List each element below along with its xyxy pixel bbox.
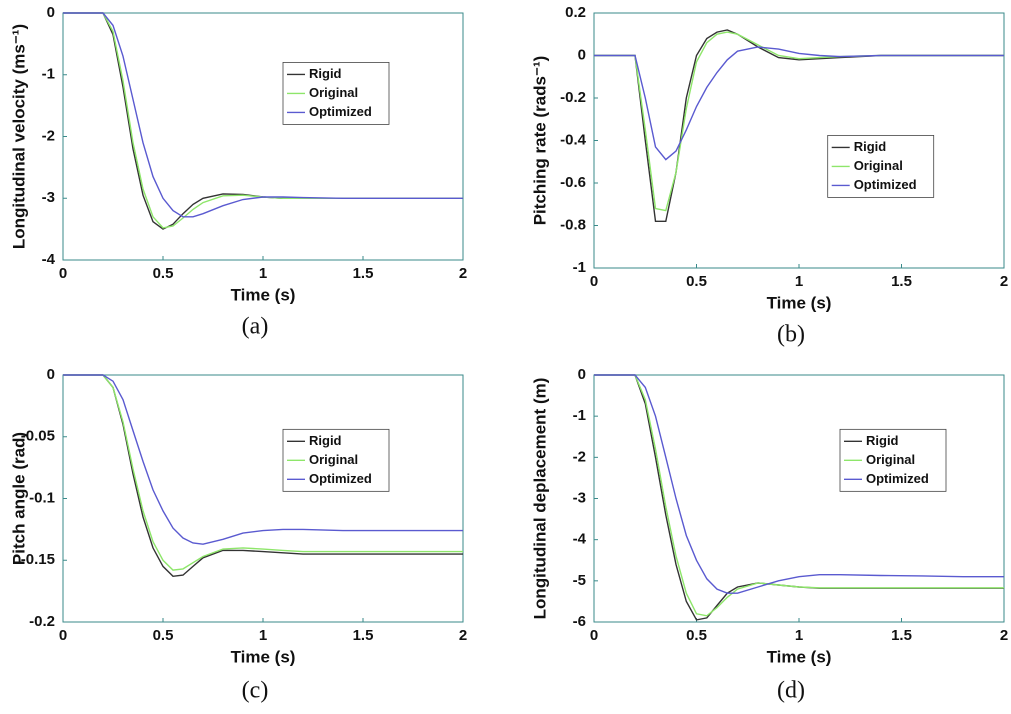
x-tick-label: 0.5 xyxy=(686,627,707,644)
legend-label: Rigid xyxy=(866,433,899,448)
y-tick-label: 0 xyxy=(47,366,55,383)
plot-frame xyxy=(62,374,464,623)
x-tick-label: 2 xyxy=(459,627,467,644)
y-tick-label: -0.8 xyxy=(560,216,586,233)
y-tick-label: 0.2 xyxy=(565,4,586,21)
legend-label: Optimized xyxy=(866,471,929,486)
x-tick-label: 1.5 xyxy=(353,265,374,282)
y-tick-label: -0.6 xyxy=(560,174,586,191)
plot-frame xyxy=(593,12,1005,269)
legend-label: Optimized xyxy=(309,471,372,486)
legend-label: Optimized xyxy=(309,104,372,119)
legend-label: Original xyxy=(309,452,358,467)
caption: (c) xyxy=(242,678,269,704)
y-tick-label: -2 xyxy=(42,127,55,144)
x-tick-label: 0 xyxy=(59,265,67,282)
x-tick-label: 0.5 xyxy=(153,627,174,644)
series-line xyxy=(63,374,463,578)
y-tick-label: -6 xyxy=(573,613,586,630)
x-tick-label: 2 xyxy=(1000,273,1008,290)
legend-label: Rigid xyxy=(309,433,342,448)
legend-label: Optimized xyxy=(854,177,917,192)
y-tick-label: -4 xyxy=(573,531,587,548)
x-tick-label: 1.5 xyxy=(891,627,912,644)
series-line xyxy=(594,374,1004,621)
x-tick-label: 0 xyxy=(590,627,598,644)
legend-label: Original xyxy=(309,85,358,100)
legend-label: Original xyxy=(866,452,915,467)
y-tick-label: -4 xyxy=(42,251,56,268)
y-tick-label: -0.4 xyxy=(560,131,587,148)
y-axis-label: Longitudinal deplacement (m) xyxy=(530,378,549,620)
y-tick-label: -1 xyxy=(573,407,586,424)
y-tick-label: 0 xyxy=(578,366,586,383)
y-tick-label: -1 xyxy=(573,259,586,276)
y-tick-label: -5 xyxy=(573,572,586,589)
series-line xyxy=(594,374,1004,594)
x-tick-label: 0 xyxy=(59,627,67,644)
y-tick-label: -1 xyxy=(42,66,55,83)
x-tick-label: 2 xyxy=(1000,627,1008,644)
x-axis-label: Time (s) xyxy=(231,285,296,304)
y-tick-label: -0.1 xyxy=(29,489,55,506)
series-line xyxy=(594,31,1004,212)
series-line xyxy=(594,374,1004,617)
y-tick-label: -3 xyxy=(573,489,586,506)
y-tick-label: -0.2 xyxy=(29,613,55,630)
legend-label: Original xyxy=(854,158,903,173)
caption: (d) xyxy=(777,678,805,704)
x-tick-label: 1.5 xyxy=(891,273,912,290)
x-tick-label: 2 xyxy=(459,265,467,282)
x-tick-label: 1 xyxy=(259,627,267,644)
series-line xyxy=(594,46,1004,161)
legend-label: Rigid xyxy=(854,139,887,154)
caption: (b) xyxy=(777,322,805,348)
series-line xyxy=(63,12,463,229)
x-axis-label: Time (s) xyxy=(767,293,832,312)
x-axis-label: Time (s) xyxy=(231,647,296,666)
x-tick-label: 0 xyxy=(590,273,598,290)
y-tick-label: -0.2 xyxy=(560,89,586,106)
y-tick-label: 0 xyxy=(47,4,55,21)
y-axis-label: Pitching rate (rads⁻¹) xyxy=(530,56,549,226)
x-tick-label: 0.5 xyxy=(153,265,174,282)
y-tick-label: -2 xyxy=(573,448,586,465)
y-tick-label: 0 xyxy=(578,46,586,63)
y-tick-label: -0.05 xyxy=(21,428,55,445)
x-tick-label: 1.5 xyxy=(353,627,374,644)
plot-frame xyxy=(593,374,1005,623)
x-tick-label: 0.5 xyxy=(686,273,707,290)
x-axis-label: Time (s) xyxy=(767,647,832,666)
x-tick-label: 1 xyxy=(259,265,267,282)
plot-frame xyxy=(62,12,464,261)
x-tick-label: 1 xyxy=(795,627,803,644)
y-axis-label: Longitudinal velocity (ms⁻¹) xyxy=(9,24,28,249)
caption: (a) xyxy=(242,314,269,340)
y-axis-label: Pitch angle (rad) xyxy=(9,432,28,565)
series-line xyxy=(63,374,463,571)
legend-label: Rigid xyxy=(309,66,342,81)
series-line xyxy=(63,12,463,218)
y-tick-label: -0.15 xyxy=(21,551,55,568)
y-tick-label: -3 xyxy=(42,189,55,206)
x-tick-label: 1 xyxy=(795,273,803,290)
series-line xyxy=(63,374,463,545)
